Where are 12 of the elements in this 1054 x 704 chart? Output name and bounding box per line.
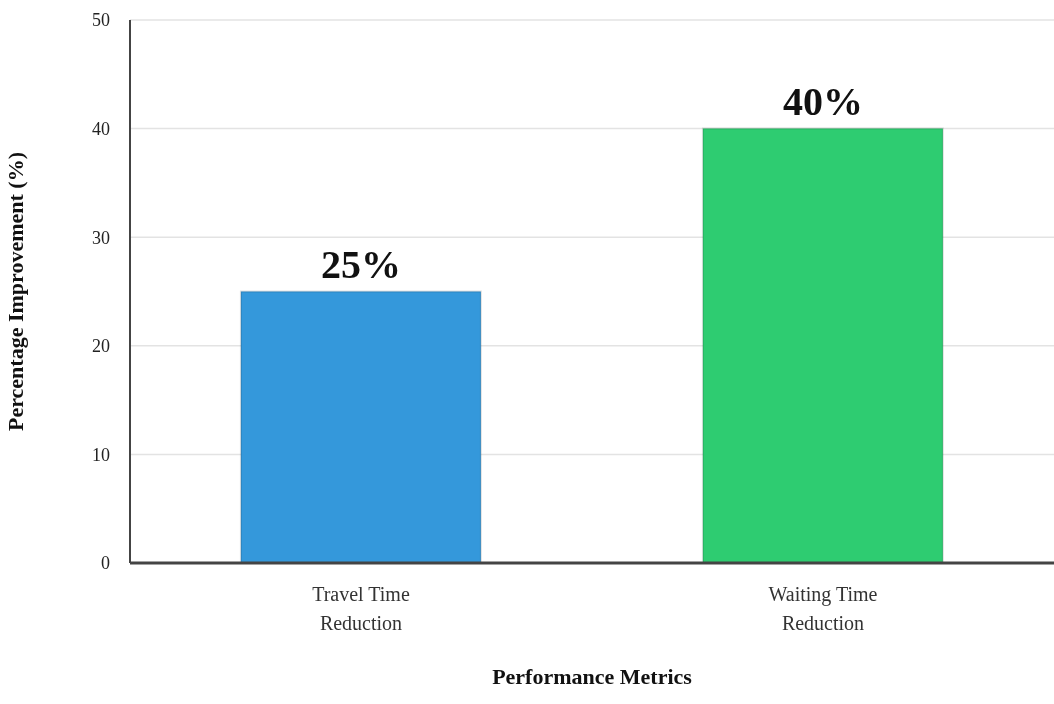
y-tick-label: 50 <box>92 10 110 31</box>
y-tick-label: 30 <box>92 227 110 248</box>
y-axis-title: Percentage Improvement (%) <box>2 152 28 431</box>
y-tick-label: 40 <box>92 118 110 139</box>
data-label: 25% <box>320 241 401 287</box>
y-tick-label: 10 <box>92 444 110 465</box>
x-tick-label: Travel Time Reduction <box>312 583 410 634</box>
y-tick-label: 0 <box>101 553 110 574</box>
x-tick-label: Waiting Time Reduction <box>768 583 878 634</box>
x-axis-title: Performance Metrics <box>492 664 693 689</box>
data-label: 40% <box>782 78 863 124</box>
y-tick-label: 20 <box>92 336 110 357</box>
